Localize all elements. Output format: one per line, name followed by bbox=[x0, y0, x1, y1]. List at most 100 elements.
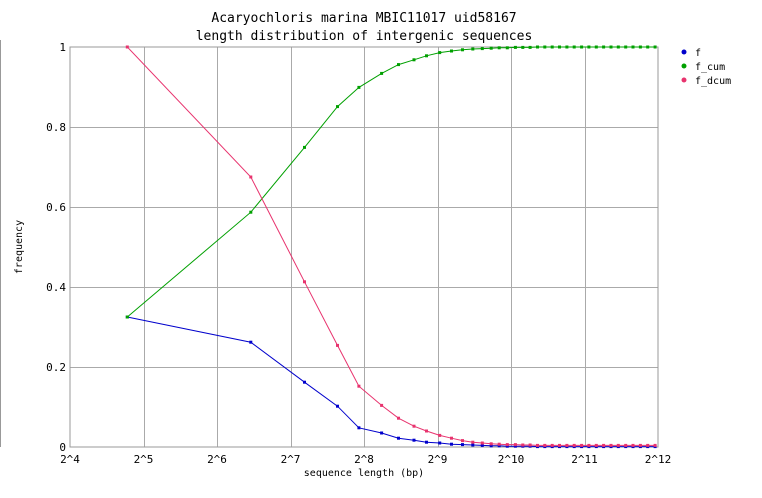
data-point bbox=[471, 47, 475, 51]
data-point bbox=[438, 433, 442, 437]
series-f-dcum bbox=[125, 45, 657, 447]
series-line-f bbox=[127, 316, 656, 448]
data-point bbox=[550, 443, 554, 447]
data-point bbox=[461, 48, 464, 52]
data-point bbox=[480, 441, 484, 445]
x-tick-label: 2^11 bbox=[571, 453, 598, 466]
data-point bbox=[528, 45, 532, 49]
data-point bbox=[558, 45, 561, 49]
data-point bbox=[471, 443, 475, 447]
data-point bbox=[616, 443, 620, 447]
data-point bbox=[624, 45, 628, 49]
x-tick-label: 2^4 bbox=[60, 453, 80, 466]
data-point bbox=[461, 439, 464, 443]
grid bbox=[70, 47, 658, 447]
data-point bbox=[397, 416, 400, 420]
data-point bbox=[497, 444, 501, 448]
data-point bbox=[497, 46, 501, 50]
data-point bbox=[513, 443, 517, 447]
data-point bbox=[505, 46, 509, 50]
data-point bbox=[125, 45, 129, 49]
data-point bbox=[646, 443, 650, 447]
data-point bbox=[471, 440, 475, 444]
y-tick-label: 0.4 bbox=[46, 281, 66, 294]
data-point bbox=[624, 443, 628, 447]
data-point bbox=[125, 315, 129, 319]
x-tick-label: 2^9 bbox=[428, 453, 448, 466]
data-point bbox=[616, 45, 620, 49]
series-f bbox=[125, 315, 657, 449]
legend-marker bbox=[681, 63, 687, 69]
data-point bbox=[357, 384, 361, 388]
data-point bbox=[528, 443, 532, 447]
y-tick-label: 0.8 bbox=[46, 121, 66, 134]
data-point bbox=[497, 442, 501, 446]
data-point bbox=[513, 444, 517, 448]
chart-subtitle: length distribution of intergenic sequen… bbox=[196, 29, 533, 44]
legend-marker bbox=[681, 49, 687, 55]
data-point bbox=[513, 45, 517, 49]
data-point bbox=[357, 85, 361, 89]
data-point bbox=[397, 63, 400, 67]
data-point bbox=[336, 105, 339, 109]
data-point bbox=[480, 443, 484, 447]
data-point bbox=[580, 443, 584, 447]
data-point bbox=[357, 426, 361, 430]
data-point bbox=[638, 45, 642, 49]
data-point bbox=[425, 429, 428, 433]
legend-label: f_dcum bbox=[695, 76, 731, 87]
data-point bbox=[249, 175, 253, 179]
data-point bbox=[572, 443, 576, 447]
data-point bbox=[594, 45, 598, 49]
data-point bbox=[521, 45, 525, 49]
data-point bbox=[380, 403, 384, 407]
series-layer bbox=[125, 45, 657, 449]
data-point bbox=[543, 45, 547, 49]
data-point bbox=[631, 443, 635, 447]
data-point bbox=[631, 45, 635, 49]
series-line-f-cum bbox=[126, 46, 656, 318]
data-point bbox=[336, 343, 339, 347]
data-point bbox=[425, 54, 428, 58]
x-tick-label: 2^7 bbox=[281, 453, 301, 466]
data-point bbox=[489, 444, 493, 448]
data-point bbox=[450, 49, 453, 53]
data-point bbox=[412, 424, 416, 428]
legend-marker bbox=[681, 77, 687, 83]
data-point bbox=[303, 145, 306, 149]
data-point bbox=[505, 444, 509, 448]
data-point bbox=[380, 431, 384, 435]
data-point bbox=[450, 436, 453, 440]
y-tick-label: 0.2 bbox=[46, 361, 66, 374]
data-point bbox=[536, 45, 539, 49]
data-point bbox=[638, 443, 642, 447]
data-point bbox=[450, 442, 453, 446]
x-tick-label: 2^6 bbox=[207, 453, 227, 466]
data-point bbox=[558, 443, 561, 447]
data-point bbox=[602, 443, 606, 447]
data-point bbox=[412, 438, 416, 442]
data-point bbox=[425, 440, 428, 444]
x-axis-label: sequence length (bp) bbox=[304, 468, 424, 479]
data-point bbox=[249, 210, 253, 214]
data-point bbox=[303, 280, 306, 284]
legend: f f_cum f_dcum bbox=[681, 48, 731, 87]
tick-labels: 2^4 2^5 2^6 2^7 2^8 2^9 2^10 2^11 2^12 0 0.2 0.4 0.6… bbox=[46, 41, 671, 466]
x-tick-label: 2^8 bbox=[354, 453, 374, 466]
legend-label: f bbox=[695, 48, 701, 59]
data-point bbox=[646, 45, 650, 49]
legend-item: f bbox=[681, 48, 701, 59]
x-tick-label: 2^12 bbox=[645, 453, 672, 466]
data-point bbox=[565, 443, 569, 447]
data-point bbox=[653, 45, 657, 49]
data-point bbox=[572, 45, 576, 49]
data-point bbox=[303, 380, 306, 384]
y-tick-label: 1 bbox=[59, 41, 66, 54]
legend-label: f_cum bbox=[695, 62, 725, 73]
y-axis-label: frequency bbox=[14, 220, 25, 274]
chart-title: Acaryochloris marina MBIC11017 uid58167 bbox=[211, 11, 516, 26]
data-point bbox=[521, 443, 525, 447]
x-tick-label: 2^10 bbox=[498, 453, 525, 466]
data-point bbox=[602, 45, 606, 49]
